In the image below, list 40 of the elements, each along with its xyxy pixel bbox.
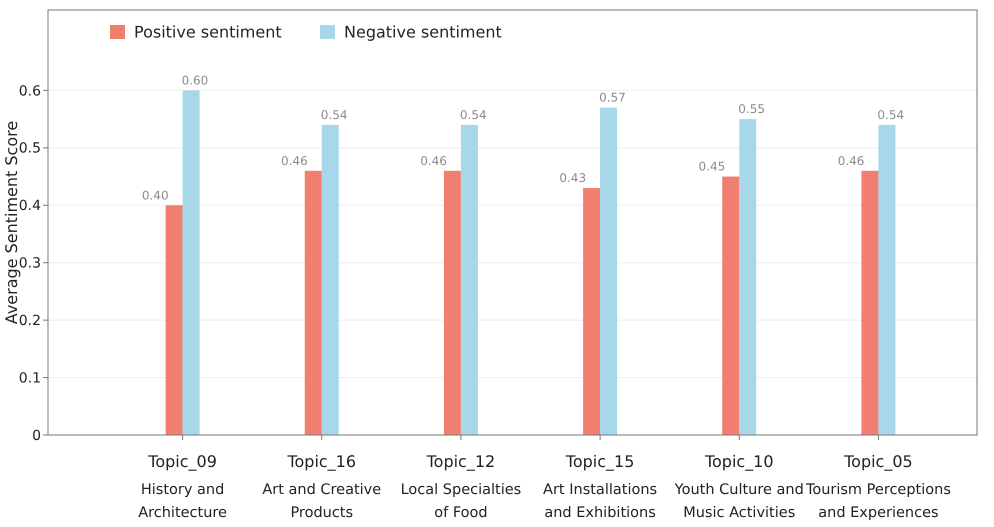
- bar: [861, 170, 878, 435]
- data-label: 0.57: [599, 90, 626, 105]
- x-tick-label: Topic_05 Tourism Perceptions and Experiences: [804, 452, 951, 521]
- data-label: 0.60: [182, 73, 208, 88]
- bar: [600, 108, 618, 435]
- data-label: 0.55: [738, 102, 765, 116]
- data-label: 0.45: [698, 160, 726, 174]
- data-label: 0.54: [460, 108, 487, 122]
- bar: [583, 188, 600, 435]
- bar: [304, 170, 322, 435]
- y-tick-label: 0.1: [18, 370, 41, 386]
- x-tick-label: Topic_16 Art and Creative Products: [262, 452, 382, 521]
- x-tick-label: Topic_09 History and Architecture: [138, 452, 228, 521]
- x-tick-label: Topic_12 Local Specialties of Food: [400, 452, 522, 521]
- y-tick-label: 0.5: [18, 140, 41, 157]
- bar: [322, 124, 339, 435]
- x-tick-label: Topic_10 Youth Culture and Music Activities: [674, 452, 804, 521]
- data-label: 0.54: [320, 108, 348, 122]
- x-tick-label: Topic_15 Art Installations and Exhibitions: [543, 452, 658, 521]
- bar: [878, 124, 896, 435]
- bar: [739, 119, 756, 435]
- bar: [166, 205, 183, 435]
- legend-label: Negative sentiment: [344, 22, 502, 42]
- data-label: 0.46: [838, 154, 864, 168]
- y-tick-label: 0: [32, 428, 41, 444]
- data-label: 0.46: [281, 154, 308, 168]
- bar: [460, 124, 478, 435]
- data-label: 0.40: [142, 188, 169, 202]
- y-tick-label: 0.3: [18, 256, 41, 272]
- legend-label: Positive sentiment: [134, 22, 282, 42]
- bar: [444, 170, 461, 435]
- data-label: 0.43: [559, 171, 586, 186]
- bar: [182, 90, 200, 435]
- bar: [722, 176, 740, 435]
- data-label: 0.54: [877, 108, 904, 122]
- y-tick-label: 0.4: [18, 198, 42, 214]
- y-tick-label: 0.2: [18, 313, 41, 330]
- data-label: 0.46: [420, 154, 447, 168]
- y-axis-title: Average Sentiment Score: [2, 120, 21, 324]
- y-tick-label: 0.6: [18, 83, 42, 100]
